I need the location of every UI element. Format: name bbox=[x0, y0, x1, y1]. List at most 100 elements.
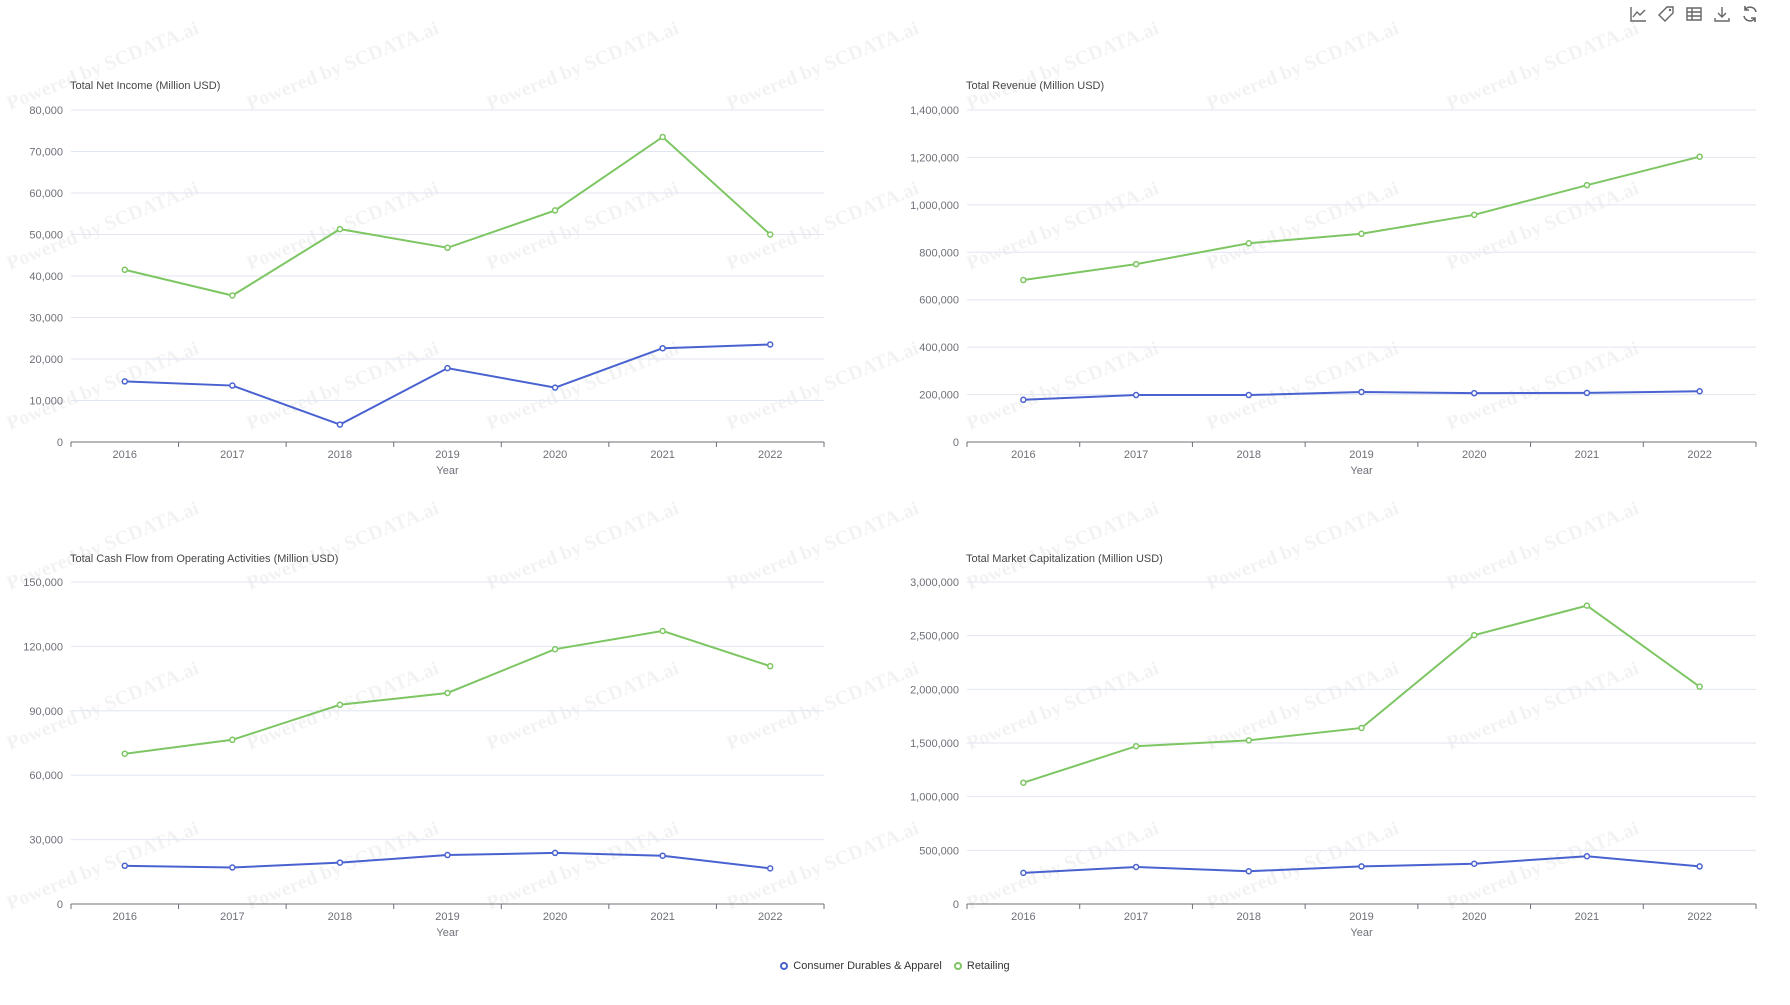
data-point bbox=[1583, 181, 1591, 189]
chart-title: Total Market Capitalization (Million USD… bbox=[966, 553, 1163, 565]
y-tick-label: 0 bbox=[57, 437, 63, 449]
data-point bbox=[551, 645, 559, 653]
x-tick-label: 2018 bbox=[328, 449, 352, 461]
x-tick-label: 2021 bbox=[650, 911, 674, 923]
y-tick-label: 50,000 bbox=[29, 230, 63, 242]
y-tick-label: 20,000 bbox=[29, 354, 63, 366]
x-tick-label: 2016 bbox=[113, 911, 137, 923]
data-point bbox=[1132, 863, 1140, 871]
x-tick-label: 2022 bbox=[1687, 449, 1711, 461]
data-point bbox=[1020, 396, 1027, 404]
y-tick-label: 400,000 bbox=[919, 342, 959, 354]
x-tick-label: 2021 bbox=[1575, 911, 1599, 923]
refresh-icon[interactable] bbox=[1740, 4, 1760, 24]
data-point bbox=[1020, 869, 1027, 877]
x-tick-label: 2022 bbox=[758, 449, 782, 461]
data-point bbox=[1132, 260, 1140, 268]
data-point bbox=[766, 231, 774, 238]
line-chart-icon[interactable] bbox=[1628, 4, 1648, 24]
x-axis-label: Year bbox=[1350, 927, 1373, 939]
data-point bbox=[444, 244, 451, 252]
x-tick-label: 2020 bbox=[1462, 449, 1486, 461]
y-tick-label: 600,000 bbox=[919, 295, 959, 307]
data-point bbox=[336, 859, 344, 866]
x-tick-label: 2020 bbox=[1462, 911, 1486, 923]
legend-item-retailing[interactable]: Retailing bbox=[953, 960, 1010, 972]
data-point bbox=[551, 849, 559, 857]
y-tick-label: 60,000 bbox=[29, 770, 63, 782]
y-tick-label: 70,000 bbox=[29, 147, 63, 159]
x-axis-label: Year bbox=[436, 927, 459, 939]
y-tick-label: 0 bbox=[953, 899, 959, 911]
download-icon[interactable] bbox=[1712, 4, 1732, 24]
data-point bbox=[444, 689, 451, 697]
data-point bbox=[551, 384, 559, 391]
data-point bbox=[1358, 724, 1365, 732]
y-tick-label: 40,000 bbox=[29, 271, 63, 283]
data-point bbox=[1470, 389, 1478, 397]
legend-item-consumer-durables[interactable]: Consumer Durables & Apparel bbox=[780, 960, 942, 972]
data-point bbox=[121, 378, 129, 385]
legend-label: Retailing bbox=[966, 960, 1010, 972]
data-point bbox=[766, 865, 774, 872]
data-point bbox=[336, 421, 344, 428]
data-point bbox=[1245, 240, 1253, 247]
x-tick-label: 2019 bbox=[435, 449, 459, 461]
y-tick-label: 500,000 bbox=[919, 845, 959, 857]
y-tick-label: 30,000 bbox=[29, 835, 63, 847]
y-tick-label: 0 bbox=[953, 437, 959, 449]
data-point bbox=[1358, 863, 1365, 870]
data-point bbox=[1696, 388, 1703, 395]
data-point bbox=[766, 662, 774, 670]
data-point bbox=[1132, 742, 1140, 750]
data-point bbox=[229, 292, 236, 299]
x-axis-label: Year bbox=[436, 465, 459, 477]
data-point bbox=[1132, 391, 1140, 399]
y-tick-label: 2,500,000 bbox=[910, 631, 959, 643]
data-view-icon[interactable] bbox=[1684, 4, 1704, 24]
data-point bbox=[444, 851, 451, 859]
data-point bbox=[121, 266, 129, 274]
x-tick-label: 2016 bbox=[113, 449, 137, 461]
data-point bbox=[1470, 860, 1478, 867]
x-tick-label: 2017 bbox=[1124, 449, 1148, 461]
x-tick-label: 2020 bbox=[543, 449, 567, 461]
y-tick-label: 1,400,000 bbox=[910, 105, 959, 117]
legend-marker bbox=[780, 962, 789, 970]
x-tick-label: 2018 bbox=[1237, 911, 1261, 923]
data-point bbox=[659, 344, 666, 352]
y-tick-label: 1,500,000 bbox=[910, 738, 959, 750]
y-tick-label: 1,000,000 bbox=[910, 200, 959, 212]
chart-1: Total Net Income (Million USD) 0 10,000 20,… bbox=[29, 80, 825, 477]
data-point bbox=[229, 736, 236, 744]
chart-title: Total Cash Flow from Operating Activitie… bbox=[70, 553, 338, 565]
chart-toolbar bbox=[1628, 4, 1760, 24]
x-tick-label: 2018 bbox=[328, 911, 352, 923]
data-point bbox=[229, 864, 236, 871]
series-line-retailing bbox=[124, 135, 771, 297]
data-point bbox=[229, 382, 236, 389]
x-tick-label: 2017 bbox=[220, 449, 244, 461]
data-point bbox=[1245, 868, 1253, 875]
data-point bbox=[1470, 631, 1478, 639]
y-tick-label: 10,000 bbox=[29, 396, 63, 408]
x-tick-label: 2019 bbox=[435, 911, 459, 923]
x-tick-label: 2018 bbox=[1237, 449, 1261, 461]
data-point bbox=[659, 627, 666, 635]
x-tick-label: 2017 bbox=[220, 911, 244, 923]
data-point bbox=[336, 225, 344, 233]
data-point bbox=[121, 750, 129, 757]
y-tick-label: 2,000,000 bbox=[910, 684, 959, 696]
chart-title: Total Revenue (Million USD) bbox=[966, 80, 1104, 92]
series-line-retailing bbox=[1023, 604, 1701, 784]
data-point bbox=[1358, 230, 1365, 238]
data-point bbox=[1020, 276, 1027, 284]
series-line-retailing bbox=[1023, 155, 1700, 282]
data-point bbox=[1583, 852, 1591, 860]
x-tick-label: 2016 bbox=[1011, 449, 1035, 461]
data-point bbox=[1245, 391, 1253, 399]
tag-icon[interactable] bbox=[1656, 4, 1676, 24]
y-tick-label: 800,000 bbox=[919, 247, 959, 259]
x-tick-label: 2016 bbox=[1011, 911, 1035, 923]
data-point bbox=[1696, 153, 1703, 160]
